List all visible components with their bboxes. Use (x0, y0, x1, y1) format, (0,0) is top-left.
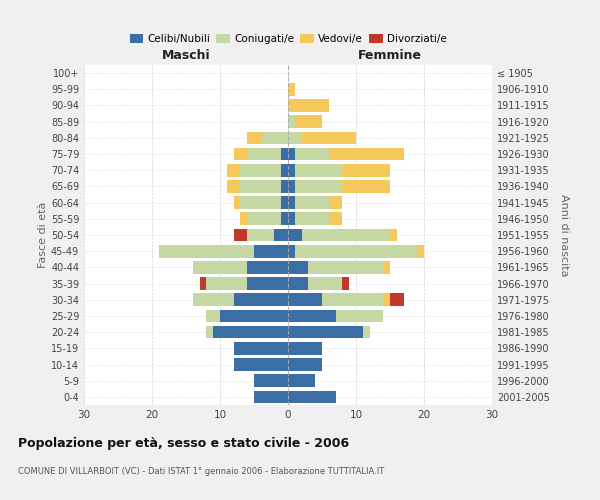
Bar (417, 245, 424, 258)
Bar (390, 228, 397, 241)
Bar (295, 164, 343, 176)
Bar (247, 278, 288, 290)
Bar (288, 358, 322, 371)
Bar (308, 278, 343, 290)
Bar (343, 164, 390, 176)
Bar (241, 164, 281, 176)
Bar (322, 294, 383, 306)
Bar (335, 310, 383, 322)
Text: Maschi: Maschi (161, 49, 211, 62)
Bar (213, 326, 288, 338)
Bar (281, 148, 288, 160)
Bar (200, 278, 206, 290)
Bar (308, 261, 383, 274)
Bar (247, 148, 281, 160)
Y-axis label: Anni di nascita: Anni di nascita (559, 194, 569, 276)
Bar (295, 148, 329, 160)
Bar (247, 261, 288, 274)
Bar (233, 342, 288, 354)
Bar (288, 310, 335, 322)
Bar (288, 278, 308, 290)
Bar (302, 132, 356, 144)
Bar (274, 228, 288, 241)
Bar (247, 132, 261, 144)
Bar (329, 148, 404, 160)
Bar (281, 196, 288, 209)
Bar (281, 180, 288, 192)
Bar (288, 116, 295, 128)
Bar (363, 326, 370, 338)
Bar (288, 374, 315, 387)
Bar (288, 228, 302, 241)
Bar (288, 99, 329, 112)
Bar (220, 310, 288, 322)
Bar (247, 212, 281, 225)
Bar (247, 228, 274, 241)
Bar (383, 261, 390, 274)
Bar (241, 196, 281, 209)
Bar (206, 278, 247, 290)
Bar (288, 261, 308, 274)
Bar (288, 180, 295, 192)
Bar (281, 212, 288, 225)
Bar (227, 164, 241, 176)
Bar (193, 261, 247, 274)
Bar (261, 132, 288, 144)
Bar (206, 326, 213, 338)
Bar (281, 164, 288, 176)
Bar (254, 245, 288, 258)
Bar (295, 212, 329, 225)
Bar (233, 228, 247, 241)
Text: COMUNE DI VILLARBOIT (VC) - Dati ISTAT 1° gennaio 2006 - Elaborazione TUTTITALIA: COMUNE DI VILLARBOIT (VC) - Dati ISTAT 1… (18, 468, 384, 476)
Bar (295, 196, 329, 209)
Bar (329, 212, 343, 225)
Bar (295, 116, 322, 128)
Text: Femmine: Femmine (358, 49, 422, 62)
Bar (288, 342, 322, 354)
Text: Popolazione per età, sesso e stato civile - 2006: Popolazione per età, sesso e stato civil… (18, 438, 349, 450)
Bar (288, 245, 295, 258)
Bar (295, 180, 343, 192)
Bar (329, 196, 343, 209)
Bar (288, 148, 295, 160)
Bar (254, 374, 288, 387)
Bar (241, 180, 281, 192)
Bar (227, 180, 241, 192)
Bar (288, 326, 363, 338)
Bar (233, 148, 247, 160)
Y-axis label: Fasce di età: Fasce di età (38, 202, 48, 268)
Bar (383, 294, 390, 306)
Bar (288, 294, 322, 306)
Bar (206, 310, 220, 322)
Bar (390, 294, 404, 306)
Bar (159, 245, 254, 258)
Bar (288, 196, 295, 209)
Bar (254, 390, 288, 403)
Bar (233, 358, 288, 371)
Bar (288, 212, 295, 225)
Bar (302, 228, 390, 241)
Bar (288, 83, 295, 96)
Bar (233, 196, 241, 209)
Bar (241, 212, 247, 225)
Bar (295, 245, 417, 258)
Bar (288, 132, 302, 144)
Bar (193, 294, 233, 306)
Bar (343, 180, 390, 192)
Bar (288, 390, 335, 403)
Bar (343, 278, 349, 290)
Legend: Celibi/Nubili, Coniugati/e, Vedovi/e, Divorziati/e: Celibi/Nubili, Coniugati/e, Vedovi/e, Di… (125, 30, 451, 48)
Bar (288, 164, 295, 176)
Bar (233, 294, 288, 306)
